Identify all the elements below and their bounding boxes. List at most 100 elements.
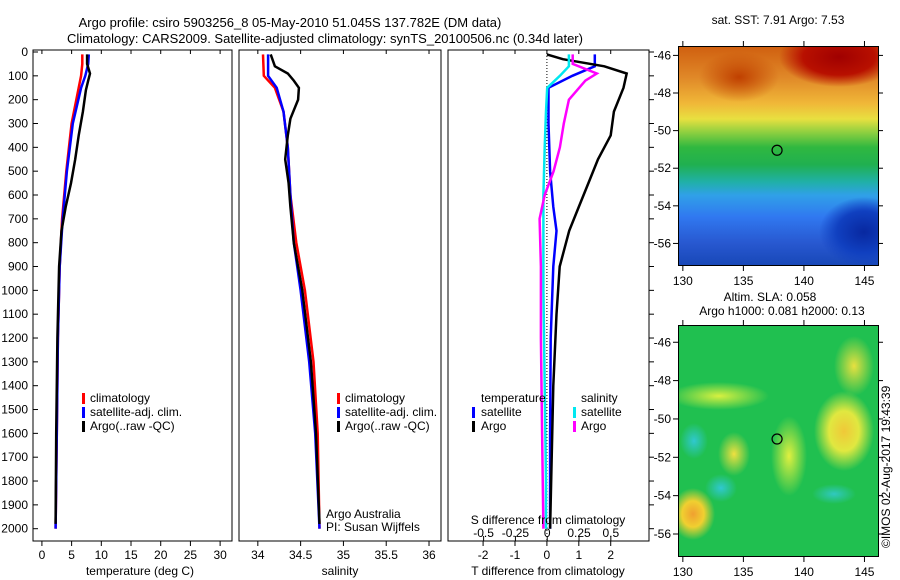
y-tick-label: -48 xyxy=(654,374,672,388)
legend-swatch-satellite xyxy=(337,407,340,418)
x2-tick-label: -0.25 xyxy=(502,526,530,540)
y-tick-label: 700 xyxy=(8,212,28,226)
legend-label: Argo xyxy=(581,419,607,433)
plot-frame xyxy=(447,49,650,542)
y-tick-label: -56 xyxy=(654,236,672,250)
temperature-legend: climatology satellite-adj. clim. Argo(..… xyxy=(82,391,182,433)
title-line1: Argo profile: csiro 5903256_8 05-May-201… xyxy=(79,15,502,30)
profile-panel-1: 0100200300400500600700800900100011001200… xyxy=(1,45,233,562)
x-tick-label: 145 xyxy=(854,565,874,579)
y-tick-label: -56 xyxy=(654,527,672,541)
y-tick-label: -52 xyxy=(654,450,672,464)
y-tick-label: 1800 xyxy=(1,474,28,488)
legend-swatch-s-argo xyxy=(573,421,576,432)
legend-swatch-climatology xyxy=(82,393,85,404)
map-axes-1: 130 135 140 145 -46 -48 -50 -52 -54 -56 xyxy=(654,41,883,288)
y-tick-label: -50 xyxy=(654,412,672,426)
profile-location-marker xyxy=(771,433,783,445)
sla-map xyxy=(678,325,879,557)
series-line-satellite-adj-clim- xyxy=(54,54,91,529)
x-tick-label: 35.5 xyxy=(375,548,399,562)
y-tick-label: 1100 xyxy=(2,307,28,321)
y-tick-label: 900 xyxy=(8,260,28,274)
x2-axis-label-s-diff: S difference from climatology xyxy=(471,513,626,527)
legend-label: satellite-adj. clim. xyxy=(345,405,437,419)
legend-title-temperature: temperature xyxy=(481,391,546,405)
sla-map-title: Altim. SLA: 0.058 xyxy=(724,290,817,304)
series-line-salinity-satellite xyxy=(542,54,571,529)
profile-panel-2: 34 34.5 35 35.5 36 xyxy=(238,49,442,562)
x-tick-label: 135 xyxy=(733,565,753,579)
x-tick-label: -2 xyxy=(478,548,489,562)
y-tick-label: 400 xyxy=(8,140,28,154)
y-tick-label: 500 xyxy=(8,164,28,178)
x-axis-label-temperature: temperature (deg C) xyxy=(86,564,194,578)
x-axis-label-t-diff: T difference from climatology xyxy=(471,564,625,578)
y-tick-label: -54 xyxy=(654,489,672,503)
x-tick-label: 30 xyxy=(213,548,227,562)
legend-label: satellite xyxy=(481,405,522,419)
series-line-satellite-adj-clim- xyxy=(266,54,321,529)
y-tick-label: 300 xyxy=(8,117,28,131)
y-tick-label: 1300 xyxy=(1,355,28,369)
x-tick-label: 140 xyxy=(794,565,814,579)
sst-map-title: sat. SST: 7.91 Argo: 7.53 xyxy=(712,13,845,27)
legend-swatch-t-satellite xyxy=(472,407,475,418)
legend-swatch-climatology xyxy=(337,393,340,404)
y-tick-label: 600 xyxy=(8,188,28,202)
y-tick-label: 2000 xyxy=(1,522,28,536)
y-tick-label: -48 xyxy=(654,86,672,100)
y-tick-label: 1600 xyxy=(1,426,28,440)
sla-map-subtitle: Argo h1000: 0.081 h2000: 0.13 xyxy=(699,304,865,318)
legend-swatch-t-argo xyxy=(472,421,475,432)
x2-tick-label: 0.25 xyxy=(567,526,591,540)
legend-label: Argo xyxy=(481,419,507,433)
legend-label: satellite xyxy=(581,405,622,419)
legend-label: satellite-adj. clim. xyxy=(90,405,182,419)
x-tick-label: -1 xyxy=(510,548,521,562)
x-tick-label: 34.5 xyxy=(289,548,313,562)
x-tick-label: 0 xyxy=(39,548,46,562)
x-tick-label: 0 xyxy=(544,548,551,562)
annotation-pi: PI: Susan Wijffels xyxy=(326,520,420,534)
x-tick-label: 145 xyxy=(854,274,874,288)
title-line2: Climatology: CARS2009. Satellite-adjuste… xyxy=(67,31,583,46)
x-tick-label: 10 xyxy=(95,548,109,562)
legend-label: Argo(..raw -QC) xyxy=(345,419,430,433)
profile-panel-3: -2 -1 0 1 2 -0.5 -0.25 0 0.25 0.5 xyxy=(447,49,654,562)
plot-frame xyxy=(238,49,442,542)
x-tick-label: 25 xyxy=(184,548,198,562)
salinity-legend: climatology satellite-adj. clim. Argo(..… xyxy=(326,391,437,534)
difference-legend: temperature salinity satellite Argo sate… xyxy=(472,391,622,433)
x-tick-label: 35 xyxy=(337,548,351,562)
series-line-argo-raw-qc- xyxy=(269,53,321,524)
y-tick-label: 1700 xyxy=(1,450,28,464)
y-tick-label: 1400 xyxy=(1,379,28,393)
map-axes-2: 130 135 140 145 -46 -48 -50 -52 -54 -56 xyxy=(654,320,883,579)
x-tick-label: 130 xyxy=(673,274,693,288)
x2-tick-label: -0.5 xyxy=(473,526,494,540)
x-tick-label: 5 xyxy=(68,548,75,562)
series-line-argo-raw-qc- xyxy=(54,54,92,524)
profile-location-marker xyxy=(771,144,783,156)
y-tick-label: -54 xyxy=(654,199,672,213)
legend-label: climatology xyxy=(345,391,405,405)
y-tick-label: 200 xyxy=(8,93,28,107)
y-tick-label: 1900 xyxy=(1,498,28,512)
legend-swatch-satellite xyxy=(82,407,85,418)
y-tick-label: 800 xyxy=(8,236,28,250)
sst-map xyxy=(678,46,879,266)
x-tick-label: 34 xyxy=(251,548,265,562)
imos-credit: ©IMOS 02-Aug-2017 19:43:39 xyxy=(879,385,893,548)
series-line-temperature-argo xyxy=(546,53,629,529)
x-tick-label: 36 xyxy=(422,548,436,562)
y-tick-label: -46 xyxy=(654,48,672,62)
legend-label: Argo(..raw -QC) xyxy=(90,419,175,433)
annotation-argo-australia: Argo Australia xyxy=(326,507,401,521)
series-line-temperature-satellite xyxy=(547,54,597,529)
y-tick-label: -46 xyxy=(654,335,672,349)
y-tick-label: 1000 xyxy=(1,283,28,297)
x-tick-label: 15 xyxy=(124,548,138,562)
y-tick-label: -52 xyxy=(654,161,672,175)
